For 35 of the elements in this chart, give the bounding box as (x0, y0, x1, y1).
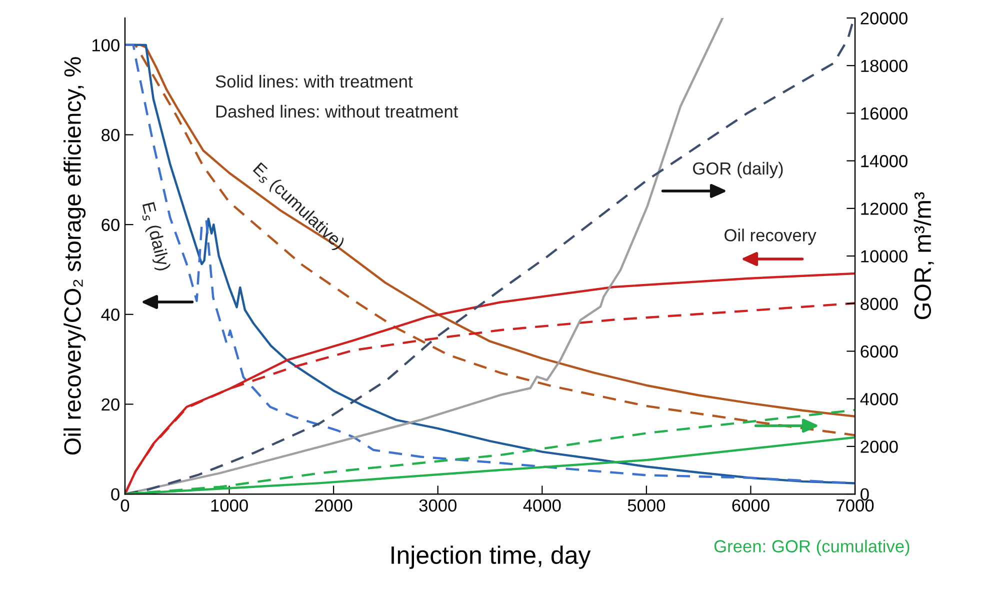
y-tick-label: 80 (102, 128, 120, 142)
x-tick-label: 5000 (628, 499, 666, 512)
annotation: GOR (daily) (693, 162, 783, 178)
y2-axis-title: GOR, m³/m³ (914, 192, 934, 320)
y2-tick-label: 16000 (861, 107, 908, 120)
x-tick-label: 3000 (419, 499, 456, 512)
y-tick-label: 0 (111, 488, 120, 500)
y-tick-label: 20 (102, 398, 120, 411)
x-tick-label: 1000 (211, 499, 248, 512)
annotation: Oil recovery (724, 228, 816, 245)
text: Green: GOR (cumulative) (714, 540, 910, 556)
y2-tick-label: 14000 (861, 154, 908, 168)
y2-tick-label: 2000 (860, 440, 898, 453)
y-tick-label: 100 (92, 39, 120, 52)
annotation: E$_{s}$ (cumulative) (250, 162, 346, 252)
y2-tick-label: 18000 (861, 60, 908, 72)
y2-tick-label: 10000 (861, 250, 908, 262)
x-tick-label: 4000 (523, 499, 561, 512)
x-tick-label: 2000 (315, 499, 352, 512)
x-tick-label: 0 (120, 499, 130, 512)
y-tick-label: 40 (101, 308, 120, 321)
y2-tick-label: 4000 (860, 392, 898, 406)
annotation: Solid lines: with treatment (216, 74, 413, 88)
x-tick-label: 6000 (732, 499, 770, 512)
y2-tick-label: 8000 (860, 298, 898, 310)
annotation: E$_{s}$(daily) (138, 202, 172, 272)
y2-tick-label: 12000 (861, 202, 908, 215)
y2-tick-label: 6000 (860, 345, 898, 358)
y-tick-label: 60 (102, 218, 120, 232)
y2-tick-label: 20000 (860, 12, 908, 24)
annotation: Dashed lines: without treatment (216, 104, 458, 118)
y2-tick-label: 0 (860, 488, 869, 500)
x-tick-label: 7000 (836, 499, 874, 512)
y-axis-title: Oil recovery/CO₂ storage efficiency, % (64, 57, 86, 455)
x-axis-title: Injection time, day (392, 546, 591, 569)
